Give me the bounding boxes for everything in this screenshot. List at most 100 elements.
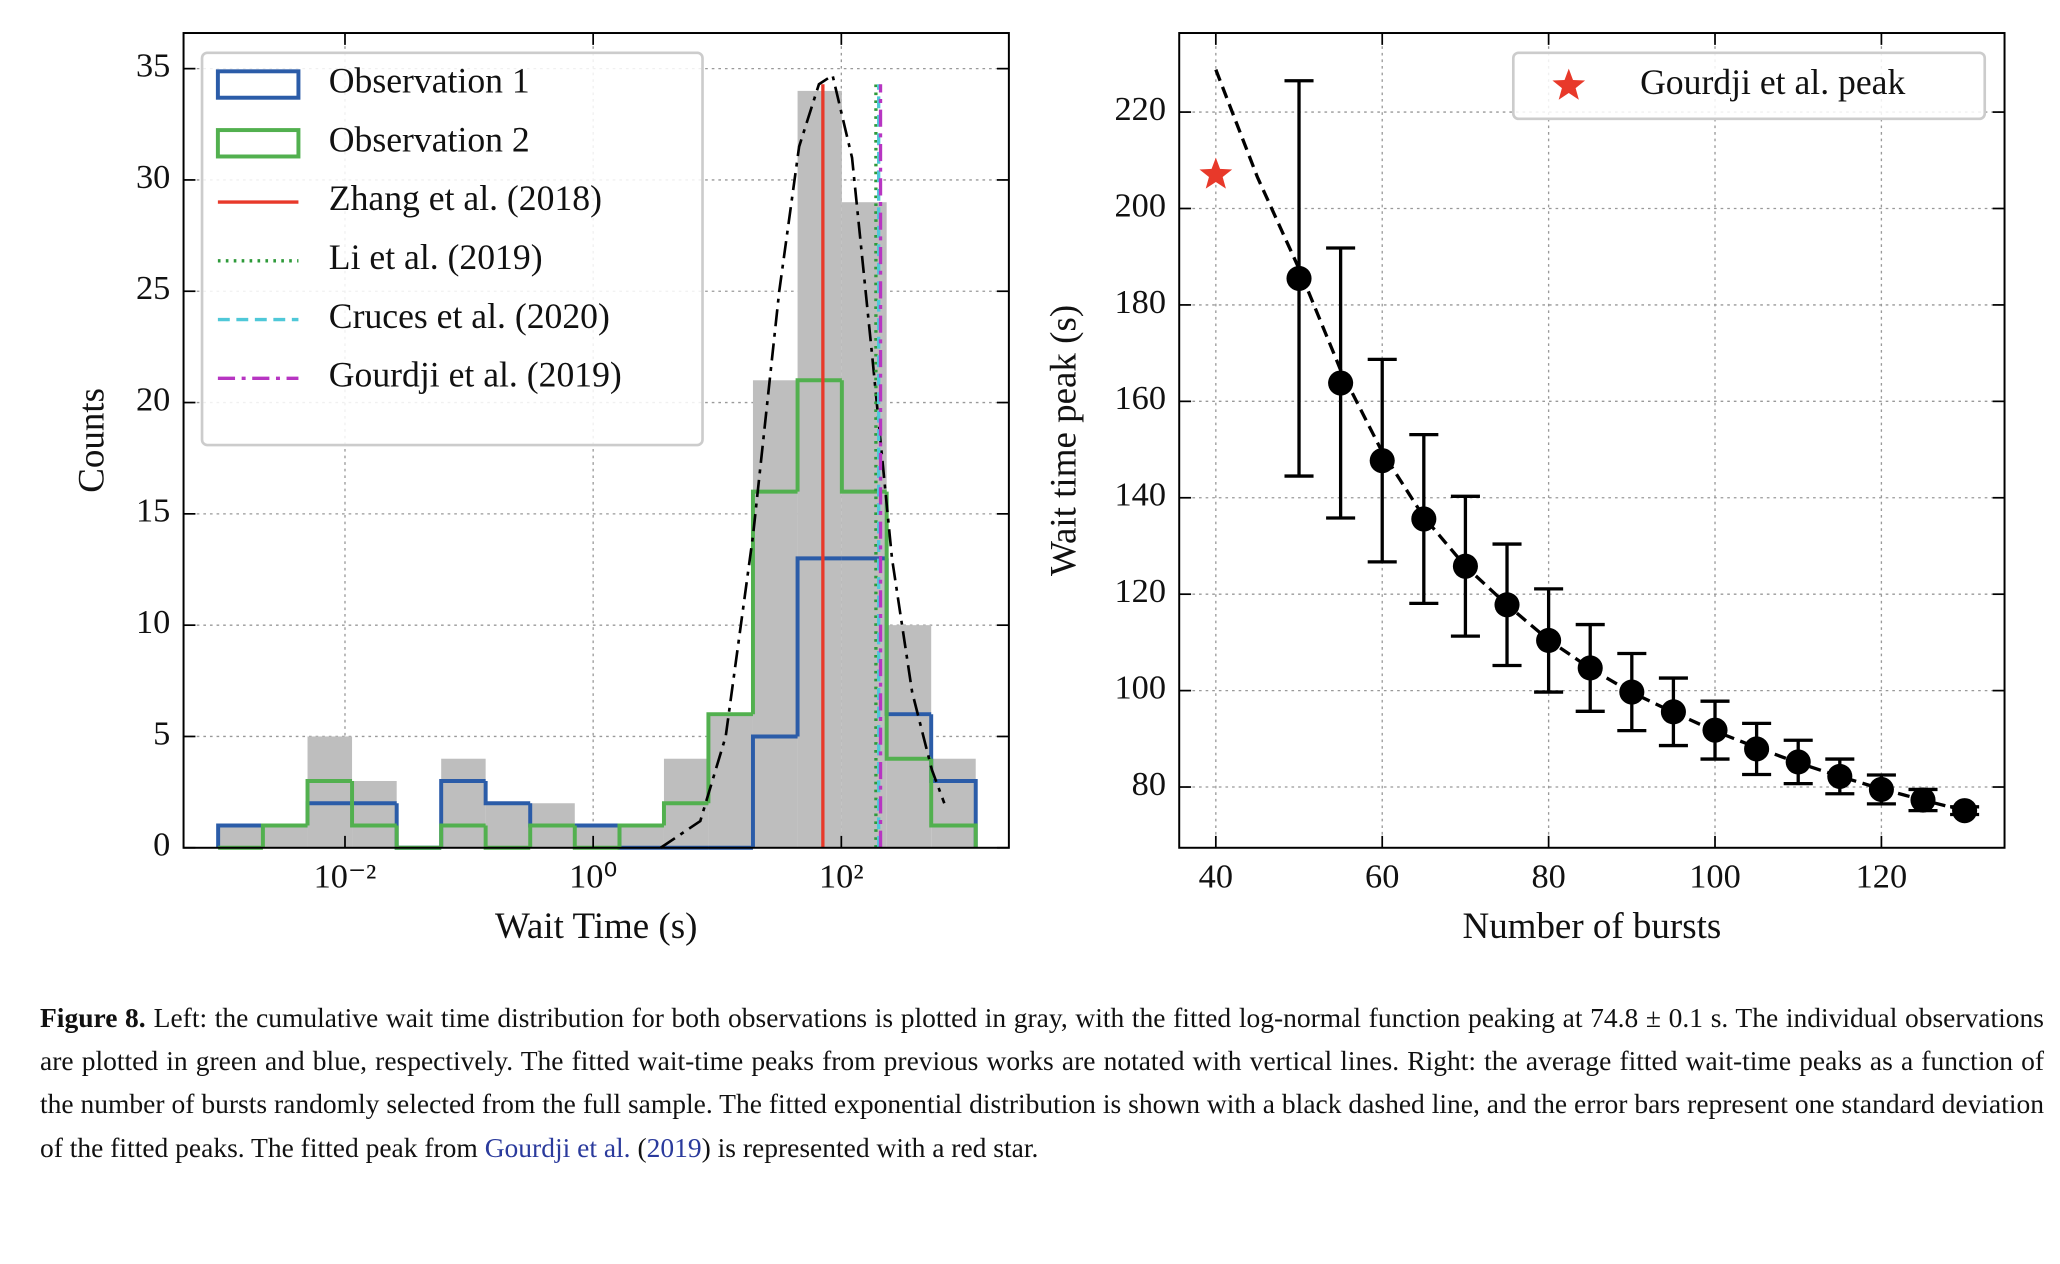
x-tick-label: 120 xyxy=(1856,857,1908,895)
x-tick-label: 40 xyxy=(1199,857,1233,895)
data-point xyxy=(1328,370,1354,396)
y-axis-label: Wait time peak (s) xyxy=(1042,305,1084,576)
data-point xyxy=(1369,448,1395,474)
caption-text: Left: the cumulative wait time distribut… xyxy=(40,1002,2044,1163)
step-outline xyxy=(528,823,575,848)
caption-label: Figure 8. xyxy=(40,1002,146,1033)
y-tick-label: 160 xyxy=(1115,379,1167,417)
total-bar xyxy=(708,714,753,848)
legend-label: Cruces et al. (2020) xyxy=(329,296,610,336)
total-bar xyxy=(352,780,397,848)
caption: Figure 8. Left: the cumulative wait time … xyxy=(40,996,2044,1169)
y-axis-label: Counts xyxy=(71,388,112,493)
caption-link[interactable]: Gourdji et al. xyxy=(484,1131,631,1163)
data-point xyxy=(1785,749,1811,775)
step-outline xyxy=(661,801,709,826)
axes-frame xyxy=(182,32,1010,849)
data-point xyxy=(1494,592,1520,618)
y-tick-label: 15 xyxy=(136,492,170,530)
x-tick-label: 80 xyxy=(1531,857,1565,895)
x-tick-label: 10⁻² xyxy=(314,857,377,895)
y-tick-label: 140 xyxy=(1115,476,1167,514)
step-outline xyxy=(394,825,442,850)
x-axis-label: Number of bursts xyxy=(1463,905,1722,946)
caption-link[interactable]: 2019 xyxy=(646,1131,702,1163)
axes-frame xyxy=(1178,32,2006,849)
total-bar xyxy=(307,736,353,848)
total-bar xyxy=(218,825,263,848)
y-tick-label: 220 xyxy=(1115,90,1167,128)
data-point xyxy=(1910,787,1936,813)
y-tick-label: 80 xyxy=(1132,765,1166,803)
legend-label: Observation 2 xyxy=(329,119,530,159)
y-tick-label: 100 xyxy=(1115,668,1167,706)
x-axis-label: Wait Time (s) xyxy=(495,905,697,947)
y-tick-label: 120 xyxy=(1115,572,1167,610)
step-outline xyxy=(483,780,531,806)
data-point xyxy=(1536,627,1562,654)
y-tick-label: 35 xyxy=(136,47,170,85)
x-tick-label: 60 xyxy=(1365,857,1399,895)
y-tick-label: 25 xyxy=(136,269,170,307)
chart: Gourdji et al. peak 40 60 80 100 120 80 100 120 1… xyxy=(1042,32,2006,946)
legend: Gourdji et al. peak xyxy=(1511,51,1987,121)
total-bar xyxy=(797,90,842,848)
caption-text: ( xyxy=(630,1131,647,1163)
legend-label: Observation 1 xyxy=(329,61,530,101)
legend-swatch xyxy=(215,69,301,100)
data-point xyxy=(1744,736,1770,762)
y-tick-label: 0 xyxy=(153,826,170,864)
data-point xyxy=(1452,553,1478,579)
data-point xyxy=(1286,265,1312,291)
y-tick-label: 30 xyxy=(136,158,170,196)
data-point xyxy=(1411,506,1437,532)
y-tick-label: 200 xyxy=(1115,186,1167,224)
step-outline xyxy=(394,803,442,850)
total-bar xyxy=(574,825,620,848)
total-bar xyxy=(619,825,664,848)
step-outline xyxy=(305,779,353,826)
y-tick-label: 5 xyxy=(153,714,170,752)
y-tick-label: 20 xyxy=(136,380,170,418)
step-outline xyxy=(795,378,842,492)
chart: Observation 1 Observation 2 Zhang et al. (… xyxy=(71,32,1010,947)
total-bar xyxy=(485,803,531,848)
step-outline xyxy=(216,823,263,848)
step-outline xyxy=(750,734,798,848)
step-outline xyxy=(750,489,798,715)
x-tick-label: 10² xyxy=(819,857,864,895)
step-outline xyxy=(929,714,978,848)
x-tick-label: 10⁰ xyxy=(569,857,617,895)
legend-swatch xyxy=(1552,68,1586,100)
total-bar xyxy=(931,758,976,848)
legend-label: Zhang et al. (2018) xyxy=(329,178,602,218)
total-bar xyxy=(262,825,308,848)
step-outline xyxy=(795,556,842,737)
y-tick-label: 10 xyxy=(136,603,170,641)
step-outline xyxy=(260,823,308,848)
legend-swatch xyxy=(215,128,301,159)
data-point xyxy=(1827,763,1853,789)
legend-box xyxy=(1511,51,1987,121)
legend-label: Gourdji et al. (2019) xyxy=(329,355,622,395)
data-point xyxy=(1660,699,1686,725)
step-outline xyxy=(617,823,664,848)
legend: Observation 1 Observation 2 Zhang et al. (… xyxy=(200,51,704,447)
step-outline xyxy=(706,712,753,804)
caption-text: ) is represented with a red star. xyxy=(701,1131,1039,1163)
step-outline xyxy=(439,823,486,848)
step-outline xyxy=(929,758,978,848)
data-point xyxy=(1868,776,1894,802)
total-bar xyxy=(752,380,798,848)
data-point xyxy=(1702,717,1728,743)
data-point xyxy=(1619,679,1645,705)
star-marker xyxy=(1199,157,1233,189)
x-tick-label: 100 xyxy=(1689,857,1741,895)
data-point xyxy=(1577,655,1603,681)
data-point xyxy=(1952,798,1978,824)
fit-curve xyxy=(659,73,946,849)
step-outline xyxy=(884,491,932,761)
legend-box xyxy=(200,51,704,447)
